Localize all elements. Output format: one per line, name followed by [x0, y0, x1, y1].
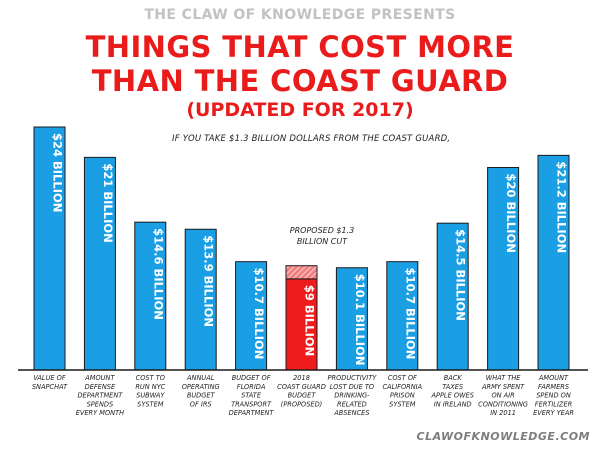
category-label: BUDGET [288, 392, 317, 400]
category-label: EVERY YEAR [533, 409, 574, 417]
category-label: EVERY MONTH [76, 409, 124, 417]
bar [537, 154, 570, 371]
category-label: CONDITIONING [478, 400, 528, 408]
proposed-cut-note-line-2: BILLION CUT [296, 237, 348, 246]
category-label: BUDGET OF [232, 374, 271, 382]
category-label: BUDGET [187, 392, 216, 400]
category-label: CALIFORNIA [382, 383, 422, 391]
category-label: RELATED [337, 400, 367, 408]
bar-value-label: $9 BILLION [303, 285, 317, 356]
bar-value-label: $10.1 BILLION [353, 274, 367, 366]
category-label: STATE [241, 392, 262, 400]
bar-value-label: $20 BILLION [504, 174, 518, 253]
category-label: COST OF [388, 374, 417, 382]
chart-annotation: IF YOU TAKE $1.3 BILLION DOLLARS FROM TH… [172, 134, 451, 144]
category-label: TAXES [442, 383, 463, 391]
category-label: (PROPOSED) [281, 400, 323, 408]
bar-value-label: $14.5 BILLION [454, 229, 468, 321]
subtitle: (UPDATED FOR 2017) [186, 99, 414, 121]
category-label: ON AIR [491, 392, 514, 400]
category-label: BACK [444, 374, 463, 382]
category-label: COST TO [136, 374, 165, 382]
bar [436, 222, 469, 371]
title-line-1: THINGS THAT COST MORE [85, 30, 515, 64]
category-label: WHAT THE [486, 374, 522, 382]
category-label: FERTILIZER [535, 400, 572, 408]
bar-value-label: $10.7 BILLION [252, 268, 266, 360]
category-label: DRINKING- [334, 392, 370, 400]
bar-value-label: $24 BILLION [51, 133, 65, 212]
bar [83, 156, 116, 371]
site-credit: CLAWOFKNOWLEDGE.COM [416, 430, 590, 443]
bar [487, 167, 520, 371]
category-label: APPLE OWES [430, 392, 473, 400]
proposed-cut-note-line-1: PROPOSED $1.3 [289, 226, 355, 235]
category-label: DEPARTMENT [229, 409, 275, 417]
category-label: AMOUNT [84, 374, 115, 382]
bar [235, 261, 268, 371]
category-label: AMOUNT [538, 374, 569, 382]
bar-value-label: $13.9 BILLION [202, 235, 216, 327]
category-label: OPERATING [182, 383, 220, 391]
category-label: DEFENSE [85, 383, 116, 391]
bar [184, 228, 217, 371]
category-label: LOST DUE TO [330, 383, 374, 391]
category-label: FLORIDA [237, 383, 266, 391]
category-label: SUBWAY [136, 392, 165, 400]
category-label: SNAPCHAT [32, 383, 68, 391]
presenter-line: THE CLAW OF KNOWLEDGE PRESENTS [144, 7, 456, 23]
bar [134, 221, 167, 371]
bar [386, 261, 419, 371]
category-label: SPEND ON [536, 392, 571, 400]
category-label: ABSENCES [333, 409, 369, 417]
category-label: IN 2011 [490, 409, 516, 417]
proposed-cut-note: PROPOSED $1.3 BILLION CUT [282, 225, 362, 247]
category-label: PRISON [390, 392, 415, 400]
category-label: SYSTEM [137, 400, 164, 408]
category-label: IN IRELAND [434, 400, 472, 408]
category-label: COAST GUARD [277, 383, 326, 391]
bar-value-label: $21.2 BILLION [555, 161, 569, 253]
proposed-cut-segment [285, 265, 318, 280]
category-label: PRODUCTIVITY [328, 374, 378, 382]
bar-value-label: $21 BILLION [101, 163, 115, 242]
category-label: 2018 [293, 374, 310, 382]
title-line-2: THAN THE COAST GUARD [91, 64, 509, 98]
bar-value-label: $14.6 BILLION [151, 228, 165, 320]
category-label: DEPARTMENT [77, 392, 123, 400]
category-label: SPENDS [87, 400, 114, 408]
category-label: RUN NYC [135, 383, 165, 391]
category-label: FARMERS [538, 383, 569, 391]
category-label: SYSTEM [389, 400, 416, 408]
category-label: ARMY SPENT [481, 383, 525, 391]
category-label: VALUE OF [33, 374, 66, 382]
category-label: ANNUAL [186, 374, 215, 382]
bar-value-label: $10.7 BILLION [403, 268, 417, 360]
category-label: OF IRS [190, 400, 212, 408]
bar [335, 267, 368, 371]
category-label: TRANSPORT [231, 400, 272, 408]
